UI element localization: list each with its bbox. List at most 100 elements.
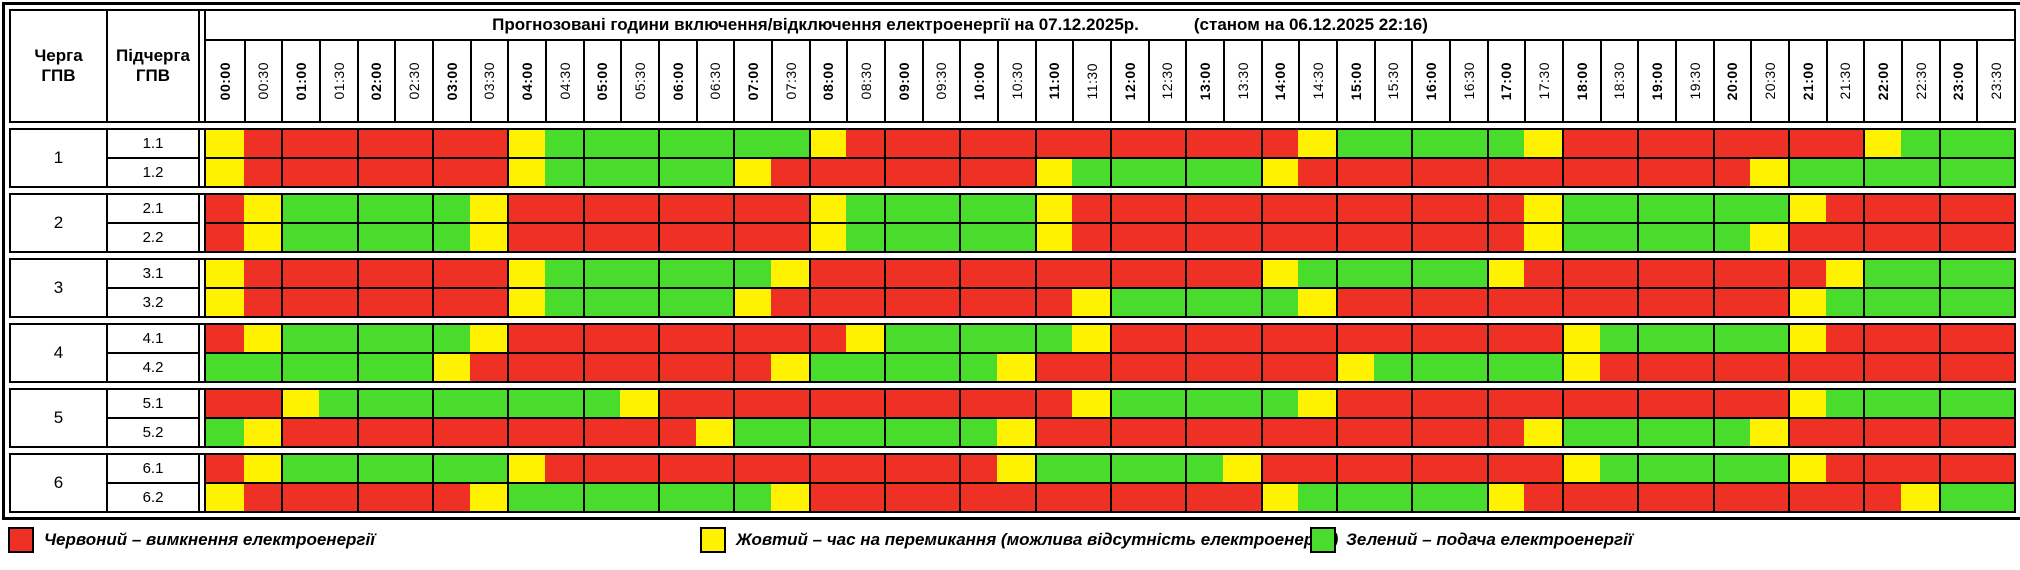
schedule-cell-4.2-12:30: [1147, 354, 1186, 381]
schedule-cell-4.1-19:00: [1637, 325, 1675, 352]
schedule-cell-1.1-17:00: [1486, 130, 1525, 157]
group-divider-gap: [200, 195, 204, 251]
subqueue-label-cell: 2.2: [108, 222, 198, 251]
schedule-cell-3.1-14:00: [1260, 260, 1299, 287]
schedule-cell-1.2-11:00: [1034, 159, 1073, 186]
header-right-area: Прогнозовані години включення/відключенн…: [204, 11, 2014, 121]
time-header-cell-03:30: 03:30: [469, 41, 508, 121]
schedule-cell-1.1-00:30: [243, 130, 282, 157]
schedule-cell-1.1-16:30: [1449, 130, 1487, 157]
schedule-cell-3.1-17:30: [1524, 260, 1562, 287]
schedule-rows: [204, 130, 2014, 186]
schedule-cell-4.2-07:30: [771, 354, 809, 381]
schedule-cell-2.1-06:00: [658, 195, 696, 222]
schedule-cell-2.2-18:30: [1599, 224, 1638, 251]
schedule-cell-4.2-08:00: [808, 354, 847, 381]
schedule-cell-2.1-10:00: [959, 195, 997, 222]
schedule-cell-6.2-04:00: [507, 484, 545, 511]
schedule-cell-3.1-08:00: [808, 260, 847, 287]
schedule-cell-6.2-21:00: [1788, 484, 1826, 511]
schedule-cell-4.2-02:00: [356, 354, 395, 381]
schedule-cell-5.1-12:00: [1110, 390, 1148, 417]
schedule-cell-1.1-02:30: [394, 130, 432, 157]
schedule-row-3.1: [206, 260, 2014, 287]
group-divider-gap: [200, 260, 204, 316]
schedule-rows: [204, 390, 2014, 446]
schedule-cell-4.1-02:00: [356, 325, 395, 352]
schedule-cell-2.1-09:30: [921, 195, 960, 222]
schedule-cell-3.2-17:00: [1486, 289, 1525, 316]
schedule-cell-1.1-10:30: [997, 130, 1035, 157]
time-header-cell-09:30: 09:30: [921, 41, 960, 121]
schedule-cell-5.1-03:30: [469, 390, 508, 417]
schedule-cell-2.2-19:00: [1637, 224, 1675, 251]
schedule-cell-1.2-01:30: [319, 159, 357, 186]
schedule-cell-4.2-17:30: [1524, 354, 1562, 381]
schedule-cell-5.1-00:30: [243, 390, 282, 417]
schedule-cell-3.2-16:30: [1449, 289, 1487, 316]
schedule-cell-2.1-18:00: [1562, 195, 1600, 222]
schedule-cell-3.1-16:00: [1411, 260, 1449, 287]
schedule-cell-5.1-05:30: [620, 390, 658, 417]
schedule-cell-4.1-01:30: [319, 325, 357, 352]
schedule-cell-3.2-06:30: [695, 289, 734, 316]
schedule-cell-2.1-00:30: [243, 195, 282, 222]
schedule-cell-6.1-20:30: [1750, 455, 1788, 482]
time-header-label: 02:00: [368, 61, 385, 101]
schedule-cell-1.2-10:00: [959, 159, 997, 186]
schedule-cell-3.1-09:00: [884, 260, 922, 287]
schedule-cell-1.2-06:00: [658, 159, 696, 186]
schedule-cell-3.1-08:30: [846, 260, 884, 287]
schedule-cell-4.1-05:30: [620, 325, 658, 352]
subqueue-label-cell: 2.1: [142, 200, 164, 217]
time-header-label: 01:00: [293, 61, 310, 101]
schedule-table: Черга ГПВ Підчерга ГПВ Прогнозовані годи…: [2, 2, 2020, 520]
schedule-cell-3.1-07:30: [771, 260, 809, 287]
schedule-cell-4.1-14:30: [1298, 325, 1336, 352]
schedule-cell-1.1-20:30: [1750, 130, 1788, 157]
schedule-cell-5.2-17:30: [1524, 419, 1562, 446]
schedule-cell-4.2-23:00: [1938, 354, 1977, 381]
schedule-cell-2.1-14:30: [1298, 195, 1336, 222]
schedule-cell-5.1-08:30: [846, 390, 884, 417]
schedule-cell-5.2-12:00: [1110, 419, 1148, 446]
schedule-cell-5.2-15:30: [1373, 419, 1412, 446]
schedule-cell-4.2-05:00: [582, 354, 621, 381]
time-header-label: 08:30: [858, 62, 875, 100]
schedule-cell-2.1-22:30: [1901, 195, 1939, 222]
schedule-cell-4.2-22:30: [1901, 354, 1939, 381]
schedule-cell-6.1-11:00: [1034, 455, 1073, 482]
schedule-cell-4.1-13:30: [1223, 325, 1261, 352]
time-header-cell-08:30: 08:30: [846, 41, 884, 121]
schedule-cell-1.1-07:00: [733, 130, 771, 157]
queue-number-cell: 1: [11, 130, 108, 186]
time-header-label: 19:30: [1686, 62, 1703, 100]
time-header-label: 08:00: [820, 61, 837, 101]
schedule-cell-3.1-02:00: [356, 260, 395, 287]
schedule-cell-2.2-05:00: [582, 224, 621, 251]
schedule-cell-3.2-11:30: [1072, 289, 1110, 316]
schedule-cell-5.2-09:30: [921, 419, 960, 446]
schedule-cell-5.2-03:00: [432, 419, 470, 446]
time-header-label: 18:00: [1573, 61, 1590, 101]
schedule-cell-5.1-05:00: [582, 390, 621, 417]
schedule-cell-4.1-15:00: [1336, 325, 1374, 352]
time-header-label: 22:00: [1875, 61, 1892, 101]
schedule-row-6.1: [206, 455, 2014, 482]
schedule-cell-4.1-20:30: [1750, 325, 1788, 352]
schedule-cell-1.1-20:00: [1712, 130, 1751, 157]
time-header-cell-04:30: 04:30: [545, 41, 583, 121]
time-header-cell-11:00: 11:00: [1034, 41, 1073, 121]
time-header-cell-03:00: 03:00: [432, 41, 470, 121]
schedule-cell-6.1-00:30: [243, 455, 282, 482]
schedule-cell-5.1-22:00: [1863, 390, 1901, 417]
schedule-cell-5.2-13:30: [1223, 419, 1261, 446]
schedule-cell-5.2-23:00: [1938, 419, 1977, 446]
schedule-cell-2.2-09:30: [921, 224, 960, 251]
group-divider-gap: [200, 130, 204, 186]
schedule-cell-5.1-03:00: [432, 390, 470, 417]
schedule-cell-4.1-12:00: [1110, 325, 1148, 352]
schedule-cell-4.1-10:00: [959, 325, 997, 352]
schedule-cell-4.2-19:30: [1675, 354, 1713, 381]
schedule-cell-5.2-05:30: [620, 419, 658, 446]
